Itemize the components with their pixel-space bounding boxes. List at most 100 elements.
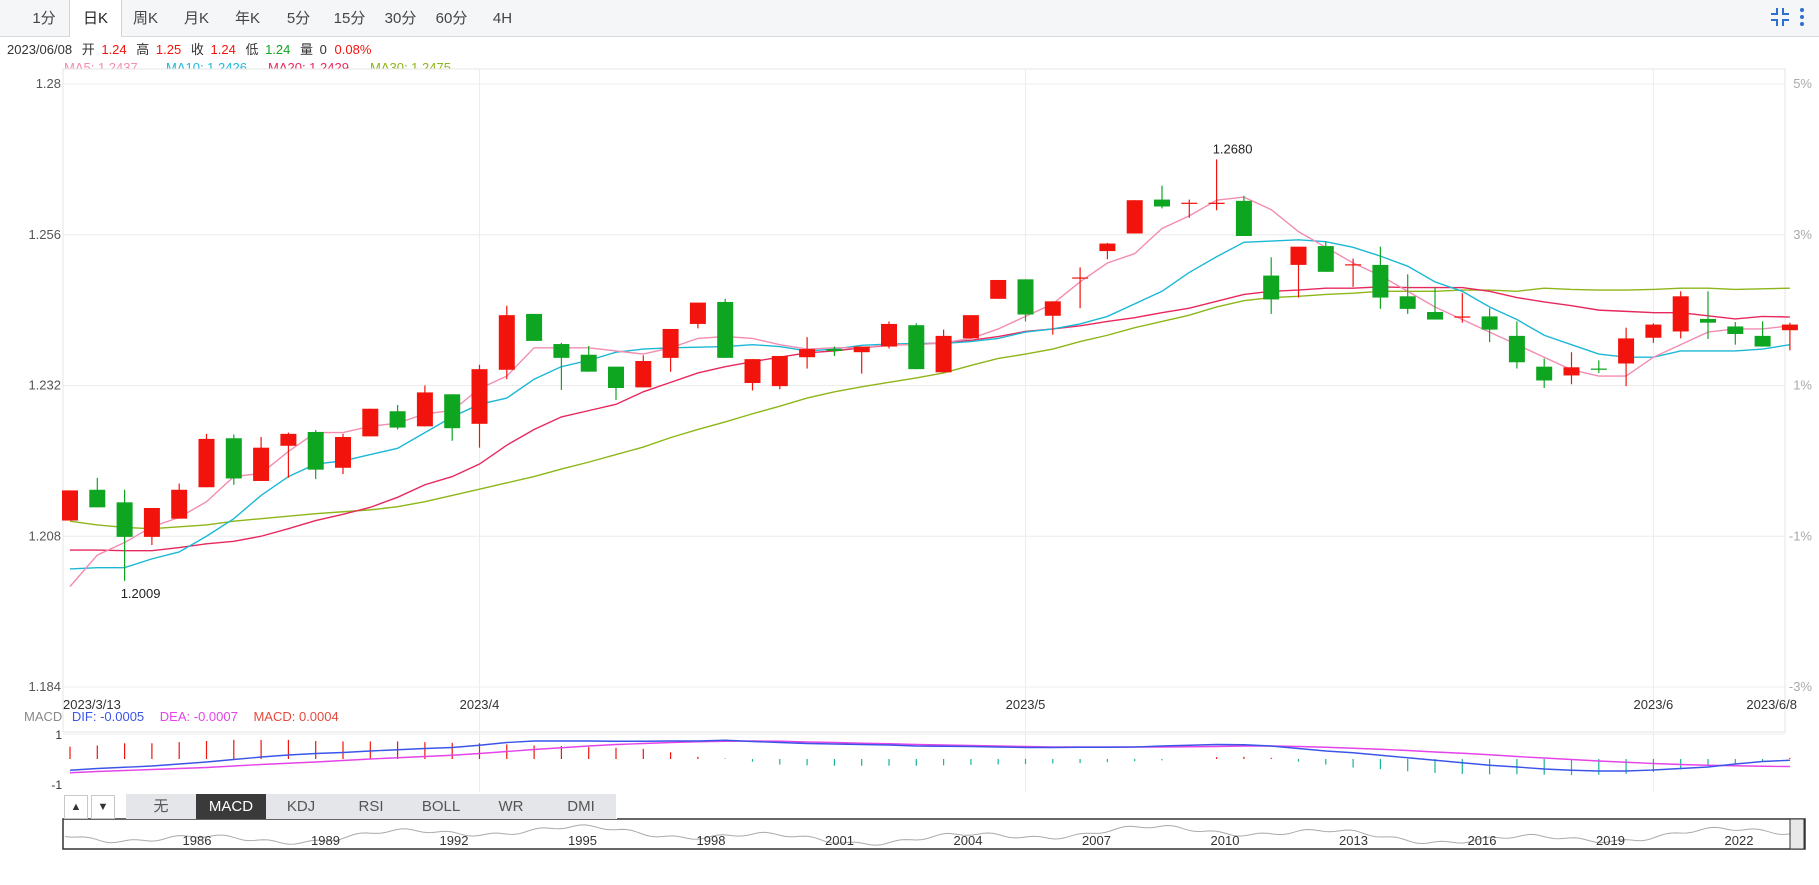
overview-navigator[interactable] (62, 818, 1806, 850)
overview-year-label: 2010 (1211, 833, 1240, 848)
candle-body (689, 302, 706, 324)
candle (1399, 274, 1416, 314)
candle-body (116, 502, 133, 537)
candle-body (1372, 264, 1389, 298)
candle (1781, 322, 1798, 351)
x-tick-label: 2023/5 (1006, 697, 1046, 712)
candle (1072, 267, 1089, 309)
candle (1481, 308, 1498, 343)
tab-2[interactable]: 日K (69, 0, 122, 37)
candle-body (280, 433, 297, 446)
candle-body (1618, 338, 1635, 364)
candle-body (1072, 277, 1089, 279)
indicator-button-rsi[interactable]: RSI (336, 794, 407, 819)
overview-year-label: 2019 (1596, 833, 1625, 848)
info-open-label: 开 (82, 42, 95, 57)
candle-body (635, 361, 652, 388)
candle (1017, 279, 1034, 322)
more-menu-icon[interactable] (1800, 8, 1804, 26)
overview-year-label: 2007 (1082, 833, 1111, 848)
candle-body (990, 279, 1007, 299)
candle (444, 394, 461, 441)
indicator-button-boll[interactable]: BOLL (406, 794, 477, 819)
candle (1427, 287, 1443, 320)
candle-body (1508, 335, 1525, 363)
candle (416, 385, 433, 427)
tab-10[interactable]: 4H (492, 10, 513, 27)
dif-line (69, 739, 1790, 772)
candle (689, 302, 706, 329)
period-tab-bar: 1分 日K 周K 月K 年K 5分 15分 30分 60分 4H (0, 0, 1819, 37)
x-tick-label: 2023/4 (460, 697, 500, 712)
candle (143, 507, 160, 546)
candle-body (1754, 335, 1771, 347)
indicator-button-dmi[interactable]: DMI (546, 794, 617, 819)
tab-7[interactable]: 15分 (333, 10, 366, 27)
overview-handle[interactable] (1789, 818, 1805, 850)
candles (62, 159, 1798, 581)
candle (1590, 360, 1607, 373)
tab-1[interactable]: 1分 (32, 10, 56, 27)
tab-6[interactable]: 5分 (286, 10, 311, 27)
candle-body (1154, 199, 1170, 207)
pane-up-arrow[interactable]: ▲ (64, 795, 88, 819)
candle (635, 355, 652, 388)
candle-body (881, 323, 897, 347)
candle (662, 328, 679, 372)
candle (1263, 257, 1280, 314)
candle (853, 346, 870, 374)
candle-body (1099, 243, 1116, 252)
macd-legend-name: MACD (24, 709, 62, 724)
candle-body (471, 369, 488, 424)
dea-line (69, 740, 1790, 774)
indicator-button-wr[interactable]: WR (476, 794, 547, 819)
tab-5[interactable]: 年K (234, 10, 260, 27)
pct-tick-label: -1% (1789, 528, 1813, 543)
candle (1126, 200, 1143, 234)
price-annotation: 1.2680 (1213, 141, 1253, 156)
candle (1645, 323, 1662, 343)
candle (1454, 293, 1471, 323)
candle (253, 437, 270, 481)
candle (608, 366, 624, 400)
candle (471, 364, 488, 448)
candle (908, 323, 925, 370)
candle-body (1017, 279, 1034, 315)
candle-body (89, 489, 106, 508)
x-tick-label: 2023/6 (1634, 697, 1674, 712)
candle (1754, 321, 1771, 347)
tab-8[interactable]: 30分 (384, 10, 417, 27)
overview-line (64, 824, 1800, 846)
info-open: 1.24 (101, 42, 126, 57)
macd-legend-dea: DEA: -0.0007 (160, 709, 238, 724)
candle (280, 432, 297, 478)
candle (307, 430, 324, 480)
fullscreen-exit-icon[interactable] (1771, 8, 1789, 26)
candle (1317, 241, 1334, 272)
candle-body (1536, 366, 1553, 381)
pct-tick-label: 5% (1793, 76, 1812, 91)
candle (744, 359, 761, 391)
candle-body (1590, 368, 1607, 370)
candle (335, 433, 351, 475)
candle (553, 342, 570, 390)
indicator-button-kdj[interactable]: KDJ (266, 794, 337, 819)
candle (1044, 301, 1061, 335)
tab-3[interactable]: 周K (132, 10, 158, 27)
indicator-button-无[interactable]: 无 (126, 794, 197, 819)
candle (1208, 159, 1225, 211)
candle-body (1563, 367, 1580, 376)
pane-down-arrow[interactable]: ▼ (91, 795, 115, 819)
overview-series: 1986 1989 1992 1995 1998 2001 2004 2007 2010 2013… (64, 824, 1800, 848)
candle-body (1181, 202, 1198, 204)
candle (116, 489, 133, 581)
candle (62, 490, 78, 521)
info-low: 1.24 (265, 42, 290, 57)
overview-year-label: 1995 (568, 833, 597, 848)
tab-4[interactable]: 月K (183, 10, 209, 27)
tab-9[interactable]: 60分 (435, 10, 468, 27)
candle (526, 313, 543, 341)
price-axis: 1.28 1.256 1.232 1.208 1.184 (28, 76, 61, 694)
kline-chart[interactable]: 2023/06/08 开 1.24 高 1.25 收 1.24 低 1.24 量… (0, 37, 1819, 885)
indicator-button-macd[interactable]: MACD (196, 794, 267, 819)
